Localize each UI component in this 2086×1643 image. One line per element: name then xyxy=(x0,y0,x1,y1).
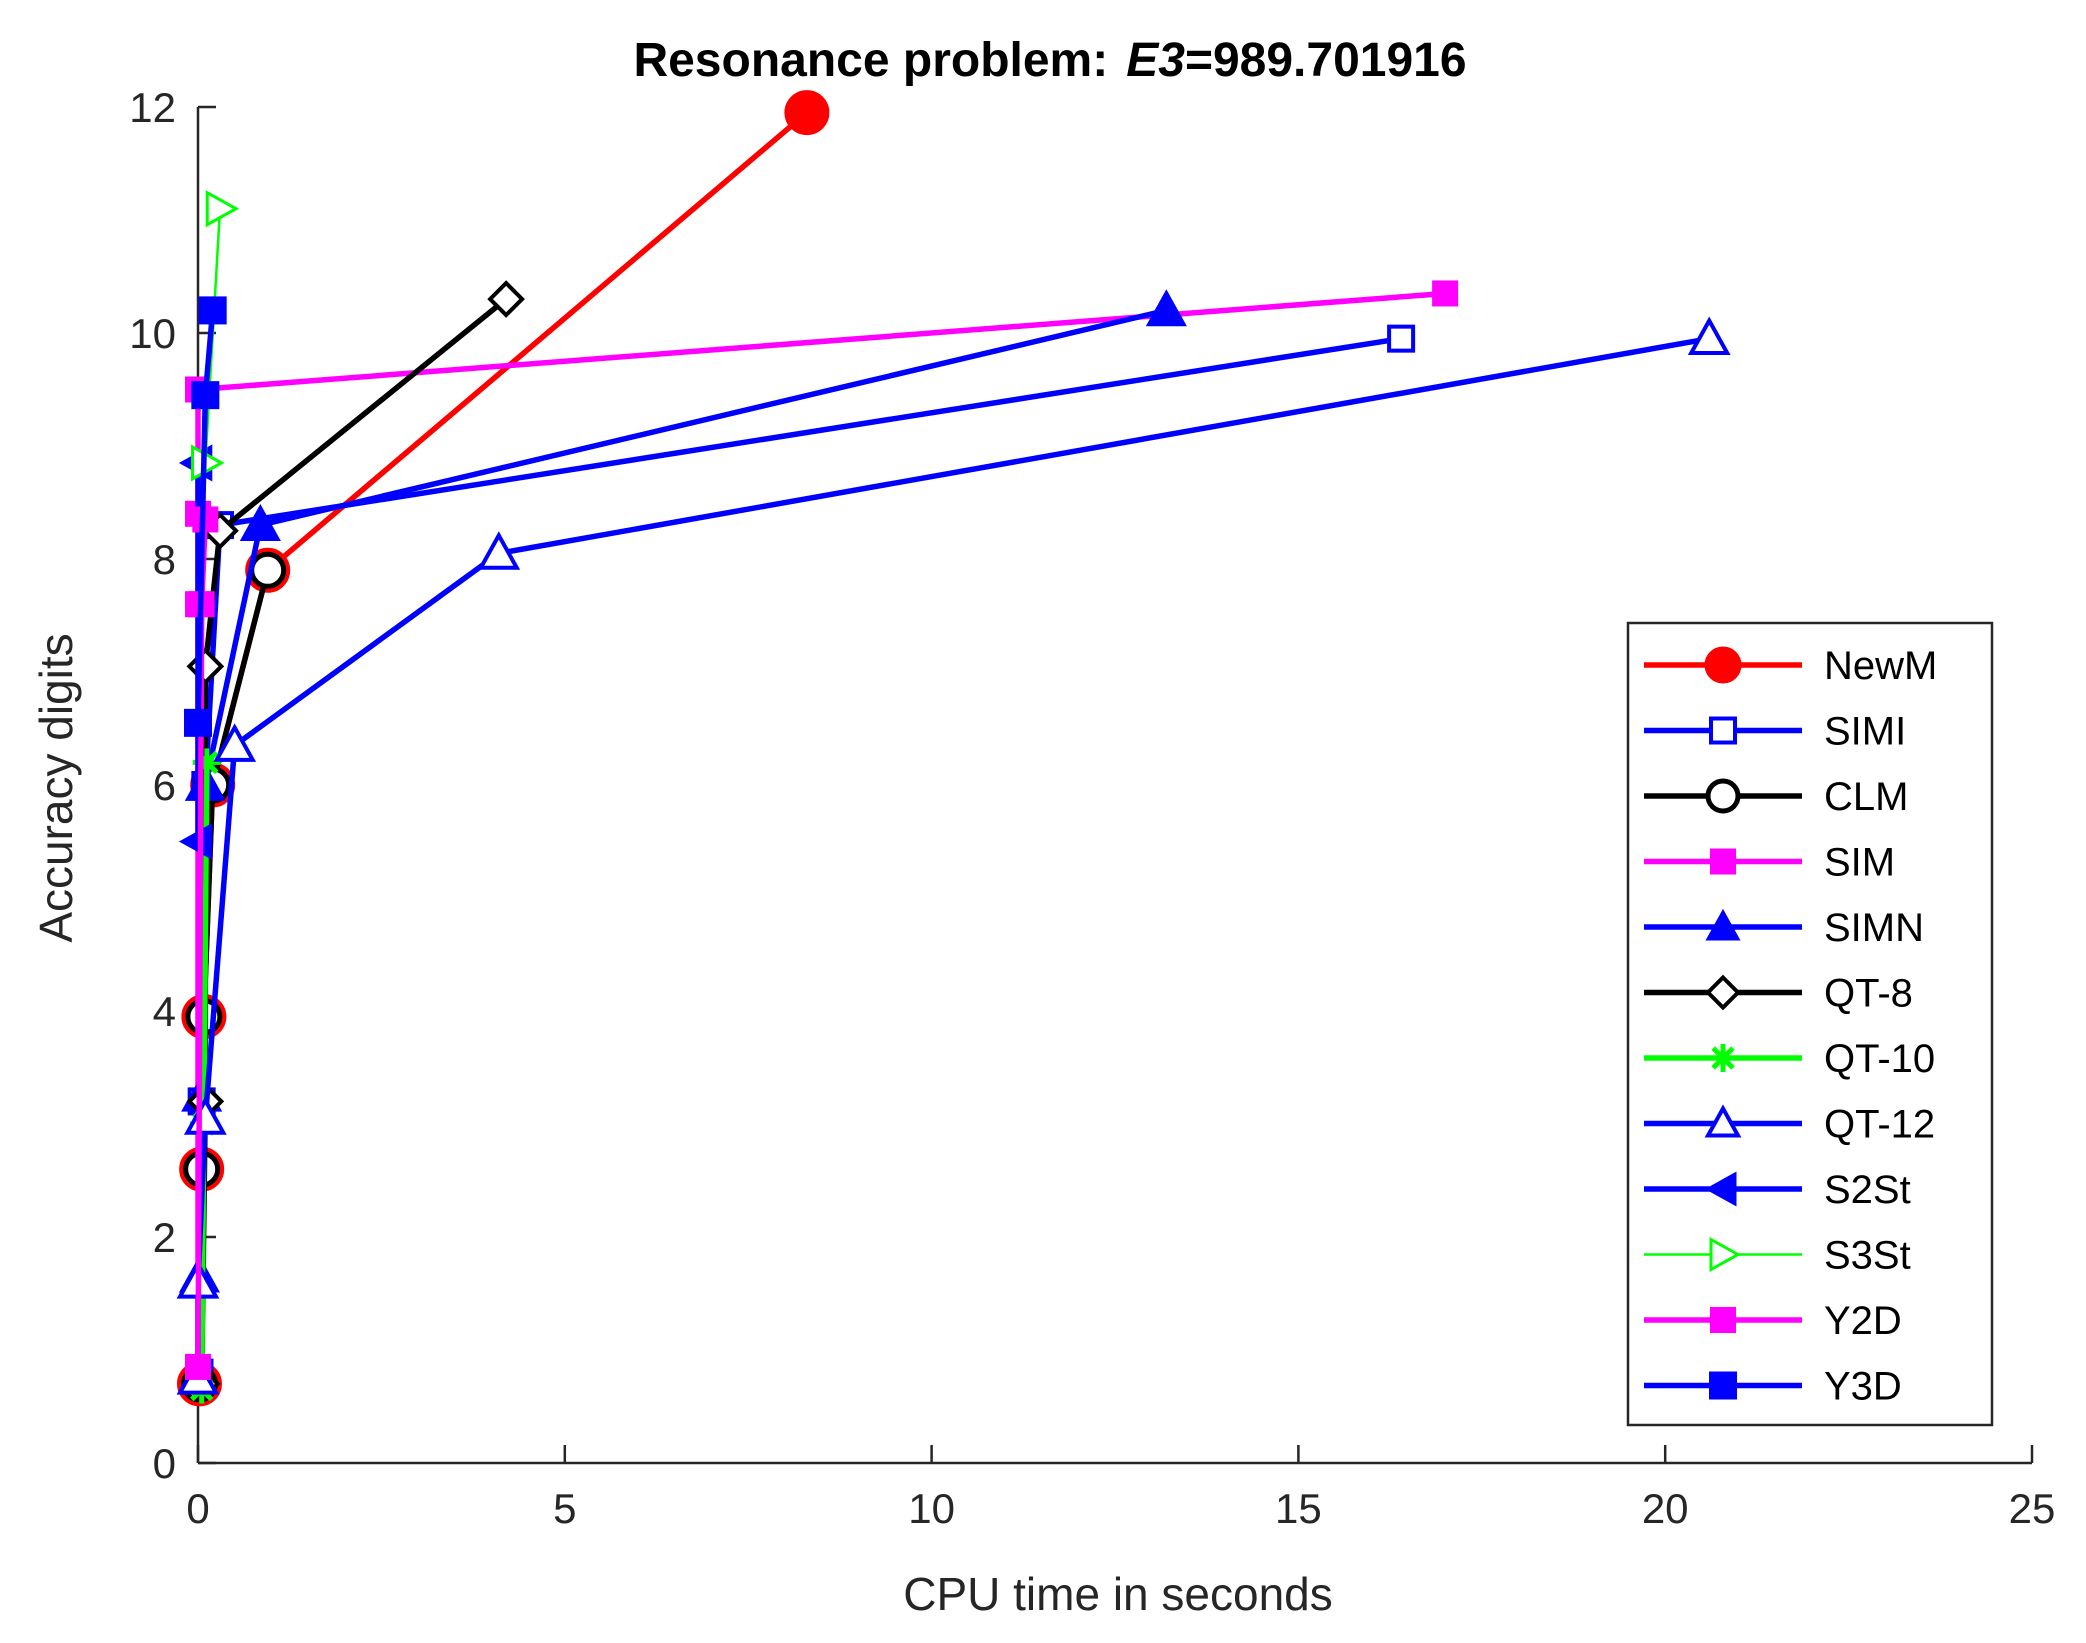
title-variable: E3 xyxy=(1126,34,1185,87)
legend-entry-s2st: S2St xyxy=(1644,1168,1911,1212)
legend-entry-newm: NewM xyxy=(1644,644,1937,688)
legend-label: QT-8 xyxy=(1824,972,1913,1016)
x-tick-label: 20 xyxy=(1642,1485,1689,1532)
legend-entry-sim: SIM xyxy=(1644,841,1895,885)
legend-entry-clm: CLM xyxy=(1644,775,1908,819)
series-sim xyxy=(185,280,1459,1380)
y-tick-label: 12 xyxy=(129,84,176,131)
legend-entry-s3st: S3St xyxy=(1644,1234,1911,1278)
legend-label: SIM xyxy=(1824,841,1895,885)
tick-labels: 0 5 10 15 20 25 0 2 4 6 8 10 12 xyxy=(129,84,2055,1532)
x-axis-label: CPU time in seconds xyxy=(903,1568,1333,1620)
legend-entry-qt-8: QT-8 xyxy=(1644,972,1913,1016)
legend-entry-qt-12: QT-12 xyxy=(1644,1103,1935,1147)
data-point-y3d xyxy=(198,296,227,325)
legend-label: NewM xyxy=(1824,644,1937,688)
legend-marker xyxy=(1705,908,1741,941)
legend-label: Y2D xyxy=(1824,1299,1902,1343)
data-point-qt-8 xyxy=(487,280,525,318)
legend-label: QT-12 xyxy=(1824,1103,1935,1147)
data-point-s2st xyxy=(178,822,213,861)
legend-marker xyxy=(1704,646,1742,684)
legend-marker xyxy=(1705,974,1741,1011)
data-point-simi xyxy=(1387,324,1416,353)
data-point-qt-12 xyxy=(1687,316,1731,356)
legend-label: SIMN xyxy=(1824,906,1924,950)
data-point-qt-12 xyxy=(183,1096,227,1135)
legend-marker xyxy=(1709,1371,1737,1400)
title-prefix: Resonance problem: xyxy=(633,34,1108,87)
data-point-simn xyxy=(1145,289,1187,327)
legend-label: CLM xyxy=(1824,775,1908,819)
series-line-simi xyxy=(196,335,1402,1373)
title-value: =989.701916 xyxy=(1185,34,1467,87)
legend-label: S2St xyxy=(1824,1168,1911,1212)
data-point-sim xyxy=(1432,280,1459,307)
series-qt-12 xyxy=(176,316,1731,1395)
data-point-s3st xyxy=(191,444,225,482)
series-line-simn xyxy=(196,307,1167,1277)
data-point-y3d xyxy=(184,708,212,737)
data-point-simn xyxy=(239,504,281,541)
y-tick-label: 10 xyxy=(129,310,176,357)
data-point-s3st xyxy=(205,190,240,228)
data-point-y3d xyxy=(191,381,220,410)
legend-marker xyxy=(1704,1104,1742,1138)
data-point-qt-8 xyxy=(186,647,225,686)
legend-marker xyxy=(1704,1171,1737,1207)
legend-marker xyxy=(1709,1044,1737,1072)
data-point-newm xyxy=(784,90,830,136)
y-axis-label: Accuracy digits xyxy=(30,633,82,942)
legend-marker xyxy=(1709,1236,1742,1273)
legend-marker xyxy=(1709,716,1737,745)
series-qt-8 xyxy=(182,280,525,1403)
legend-label: S3St xyxy=(1824,1234,1911,1278)
legend-label: QT-10 xyxy=(1824,1037,1935,1081)
data-point-qt-12 xyxy=(477,531,521,570)
x-tick-label: 15 xyxy=(1275,1485,1322,1532)
series-y3d xyxy=(184,296,227,737)
y-tick-label: 6 xyxy=(153,762,176,809)
data-point-qt-12 xyxy=(213,723,257,762)
x-tick-label: 5 xyxy=(553,1485,576,1532)
legend-entry-y2d: Y2D xyxy=(1644,1299,1902,1343)
legend-marker xyxy=(1705,778,1741,814)
y-tick-label: 0 xyxy=(153,1440,176,1487)
data-point-clm xyxy=(249,551,287,589)
legend-entry-simn: SIMN xyxy=(1644,906,1924,950)
legend-entry-y3d: Y3D xyxy=(1644,1365,1902,1409)
legend-box xyxy=(1626,621,1994,1427)
x-tick-label: 10 xyxy=(908,1485,955,1532)
y-tick-label: 8 xyxy=(153,536,176,583)
legend-marker xyxy=(1710,848,1736,875)
chart-title: Resonance problem: E3=989.701916 xyxy=(633,34,1466,87)
legend: NewM SIMI CLM SIM SIMN QT-8 QT-10 QT-12 S2St S3St… xyxy=(1626,621,1994,1427)
legend-label: Y3D xyxy=(1824,1365,1902,1409)
x-tick-label: 25 xyxy=(2009,1485,2056,1532)
series-line-qt-8 xyxy=(198,296,508,1384)
legend-entry-simi: SIMI xyxy=(1644,710,1906,754)
y-tick-label: 4 xyxy=(153,988,176,1035)
legend-entry-qt-10: QT-10 xyxy=(1644,1037,1935,1081)
data-point-y2d xyxy=(185,1353,211,1380)
legend-marker xyxy=(1710,1307,1736,1333)
legend-label: SIMI xyxy=(1824,710,1906,754)
y-tick-label: 2 xyxy=(153,1214,176,1261)
series-layer xyxy=(176,90,1731,1407)
series-line-sim xyxy=(195,290,1446,1367)
x-tick-label: 0 xyxy=(186,1485,209,1532)
